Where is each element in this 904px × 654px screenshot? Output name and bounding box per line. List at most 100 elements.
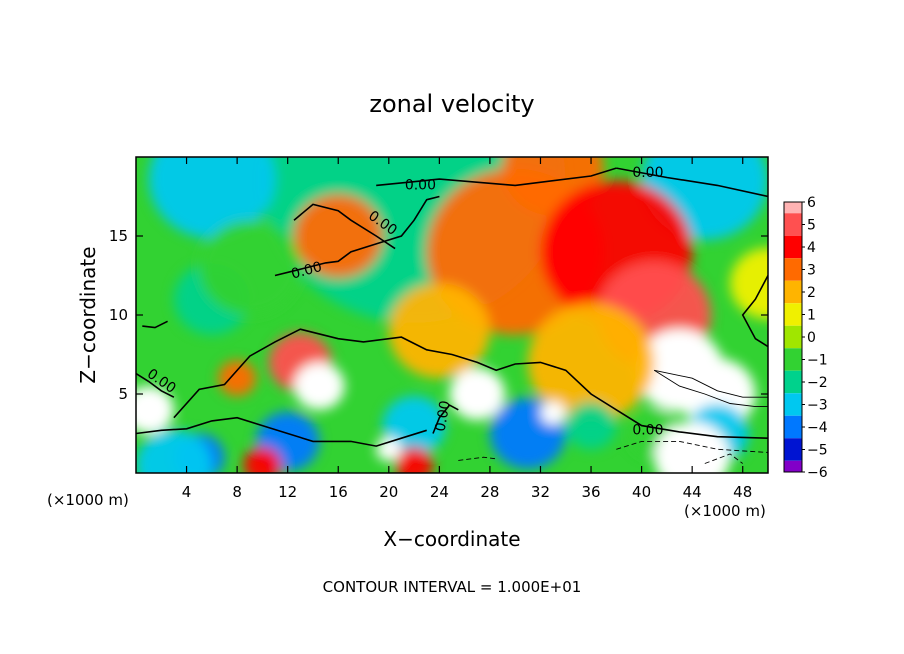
colorbar-segment [784,213,802,225]
colorbar-segment [784,325,802,337]
y-axis-ticks: 5 10 15 [109,227,768,403]
field-blob [565,401,617,450]
field-blob [218,360,257,396]
field-blob [294,362,345,410]
y-axis-label: Z−coordinate [76,246,100,383]
contour-line-zero [293,203,396,250]
colorbar-label: 0 [807,330,816,346]
colorbar-label: 4 [807,240,816,256]
colorbar-segment [784,404,802,416]
z-units-label: (×1000 m) [47,491,129,509]
colorbar-label: −5 [807,443,828,459]
contour-line-negative [704,453,743,464]
colorbar-segment [784,314,802,326]
contour-line-positive [653,369,768,408]
x-axis-label: X−coordinate [383,527,520,551]
colorbar: 6 5 4 3 2 1 0 −1 −2 −3 −4 −5 −6 [783,195,828,481]
colorbar-segment [784,235,802,247]
colorbar-label: −3 [807,398,828,414]
field-blob [527,303,655,422]
x-tick-label: 44 [683,483,702,501]
contour-line-zero [173,328,768,439]
x-tick-label: 24 [430,483,449,501]
contour-line-negative [458,456,497,461]
contour-label: 0.00 [632,422,663,438]
colorbar-label: 1 [807,308,816,324]
contour-line-zero [142,320,168,329]
contour-label: 0.00 [632,165,663,181]
colorbar-label: 2 [807,285,816,301]
contour-line-zero [376,167,617,187]
field-blob [449,367,506,421]
field-blob [199,220,301,315]
zero-contours [136,167,768,464]
contour-label: 0.00 [433,399,454,432]
x-tick-label: 12 [278,483,297,501]
field-blob [136,386,174,434]
colorbar-segment [784,337,802,349]
colorbar-segment [784,303,802,315]
x-tick-label: 32 [531,483,550,501]
x-axis-ticks: 4 8 12 16 20 24 28 32 36 40 44 48 [182,157,752,501]
contour-line-zero [432,404,459,434]
colorbar-segment [784,269,802,281]
colorbar-segment [784,348,802,360]
chart-title: zonal velocity [369,90,534,118]
colorbar-segment [784,382,802,394]
colorbar-label: −1 [807,353,828,369]
velocity-field [136,157,768,473]
field-blob [136,429,212,473]
x-tick-label: 20 [379,483,398,501]
x-tick-label: 16 [329,483,348,501]
contour-interval-note: CONTOUR INTERVAL = 1.000E+01 [323,578,582,596]
contour-line-zero [616,167,768,198]
field-blob [388,283,490,379]
contour-line-zero [741,275,768,348]
y-tick-label: 10 [109,306,128,324]
contour-line-positive [654,369,768,398]
colorbar-segment [784,202,802,214]
colorbar-segment [784,370,802,382]
colorbar-label: −4 [807,420,828,436]
x-tick-label: 4 [182,483,192,501]
field-blob [730,247,768,319]
x-tick-label: 28 [480,483,499,501]
contour-line-zero [136,416,427,447]
field-blob [395,447,434,473]
contour-line-zero [274,195,440,277]
colorbar-segment [784,224,802,236]
colorbar-segment [784,438,802,450]
colorbar-segment [784,415,802,427]
colorbar-label: −2 [807,375,828,391]
colorbar-segment [784,247,802,259]
x-tick-label: 48 [733,483,752,501]
y-tick-label: 5 [118,385,128,403]
colorbar-label: −6 [807,465,828,481]
field-blob [540,401,566,425]
y-tick-label: 15 [109,227,128,245]
colorbar-segment [784,393,802,405]
x-units-label: (×1000 m) [684,502,766,520]
colorbar-segment [784,292,802,304]
colorbar-segment [784,359,802,371]
contour-label: 0.00 [405,177,436,193]
colorbar-label: 3 [807,263,816,279]
contour-label: 0.00 [289,259,323,283]
contour-line-negative [616,440,768,453]
field-blob [382,395,446,456]
field-blob [148,157,276,239]
x-tick-label: 8 [232,483,242,501]
colorbar-segment [784,427,802,439]
colorbar-segment [784,280,802,292]
x-tick-label: 40 [632,483,651,501]
contour-line-zero [136,372,175,398]
field-blob [294,194,383,278]
field-blob [376,437,402,462]
colorbar-label: 6 [807,195,816,211]
colorbar-segment [784,449,802,461]
plot-area: 0.000.000.000.000.000.000.00 4 8 12 16 20 24 2… [109,156,769,501]
field-blob [654,421,731,473]
field-blob [243,447,282,473]
colorbar-segment [784,258,802,270]
